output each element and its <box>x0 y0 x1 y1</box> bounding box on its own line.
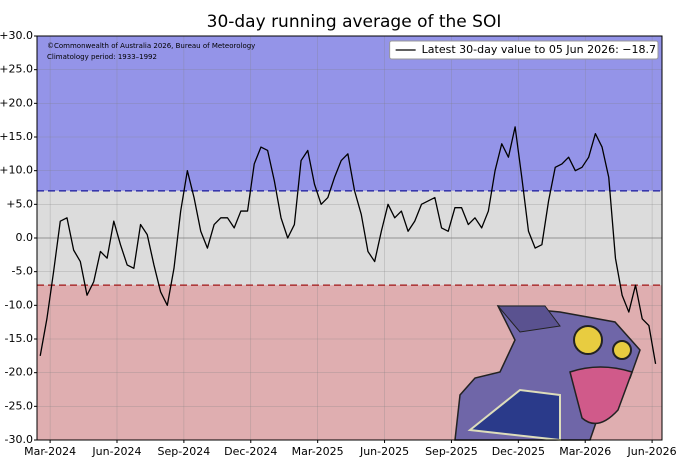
y-tick-label: -30.0 <box>5 433 33 446</box>
legend: Latest 30-day value to 05 Jun 2026: −18.… <box>389 40 659 60</box>
annotation: Climatology period: 1933–1992 <box>47 53 157 61</box>
legend-label: Latest 30-day value to 05 Jun 2026: −18.… <box>422 43 656 56</box>
x-tick-label: Dec-2024 <box>224 445 277 458</box>
series-line <box>39 126 657 365</box>
y-tick-label: +20.0 <box>0 96 33 109</box>
annotation: ©Commonwealth of Australia 2026, Bureau … <box>47 42 255 50</box>
y-tick-label: -10.0 <box>5 298 33 311</box>
x-tick-label: Dec-2025 <box>492 445 545 458</box>
cartoon-eye <box>612 340 632 360</box>
y-tick-label: -20.0 <box>5 366 33 379</box>
y-tick-label: -25.0 <box>5 399 33 412</box>
x-tick-label: Mar-2024 <box>24 445 76 458</box>
cartoon-mouth <box>569 366 633 425</box>
y-tick-label: +5.0 <box>6 197 33 210</box>
y-tick-label: 0.0 <box>16 231 34 244</box>
cartoon-overlay <box>454 305 641 442</box>
legend-box <box>389 40 659 60</box>
y-tick-label: +25.0 <box>0 63 33 76</box>
y-tick-label: -15.0 <box>5 332 33 345</box>
y-tick-label: +15.0 <box>0 130 33 143</box>
plot-frame <box>36 35 663 441</box>
x-tick-label: Sep-2025 <box>425 445 478 458</box>
y-tick-label: -5.0 <box>12 265 33 278</box>
x-tick-label: Jun-2024 <box>91 445 141 458</box>
x-tick-label: Mar-2025 <box>292 445 344 458</box>
y-tick-label: +30.0 <box>0 29 33 42</box>
x-tick-label: Jun-2025 <box>359 445 409 458</box>
x-tick-label: Mar-2026 <box>559 445 611 458</box>
cartoon-collar <box>467 388 561 442</box>
y-tick-label: +10.0 <box>0 164 33 177</box>
chart-title: 30-day running average of the SOI <box>207 12 502 32</box>
cartoon-eye <box>573 325 603 355</box>
cartoon-ear <box>496 305 561 333</box>
x-tick-label: Jun-2026 <box>627 445 677 458</box>
x-tick-label: Sep-2024 <box>158 445 211 458</box>
